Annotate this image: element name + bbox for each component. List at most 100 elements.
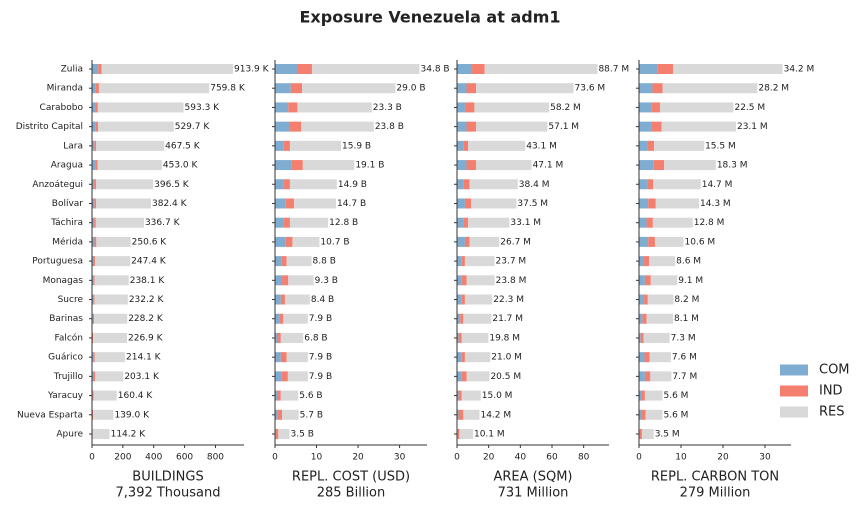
bar-segment [461,256,465,267]
bar-segment [291,160,303,171]
bar-segment [457,198,465,209]
x-tick-label: 10 [311,453,323,463]
bar-segment [457,429,460,439]
bar-segment [94,198,97,209]
bar-segment [275,390,278,401]
total-label: 15.0 M [482,391,513,401]
total-label: 10.7 B [320,237,349,247]
bar-segment [644,275,651,286]
y-tick-label: Falcón [54,332,83,343]
bar-segment [459,429,473,439]
bar-segment [283,179,290,190]
total-label: 18.3 M [717,161,748,171]
x-tick-label: 10 [675,453,687,463]
bar-segment [639,275,645,286]
total-label: 232.2 K [129,295,165,305]
bar-segment [461,371,467,382]
bar-segment [95,256,131,267]
bar-segment [275,64,298,74]
bar-segment [294,198,337,209]
bar-segment [484,64,598,74]
x-axis-note: 7,392 Thousand [116,486,221,501]
bar-segment [97,102,184,113]
bar-segment [650,371,672,382]
bar-segment [297,102,372,113]
total-label: 19.1 B [355,161,384,171]
bar-segment [288,102,298,113]
bar-segment [458,390,462,401]
x-tick-label: 20 [352,453,364,463]
bar-segment [92,121,96,132]
bar-segment [654,140,705,151]
bar-segment [95,371,124,382]
total-label: 250.6 K [132,237,168,247]
total-label: 3.5 M [655,430,680,440]
bar-segment [96,140,165,151]
bar-segment [648,236,655,247]
x-axis-label: REPL. COST (USD) [292,470,410,485]
bar-segment [639,217,647,228]
bar-segment [101,64,234,74]
bar-segment [639,390,642,401]
total-label: 8.4 B [311,295,334,305]
bar-segment [464,256,495,267]
bar-segment [97,160,162,171]
bar-segment [652,217,693,228]
total-label: 8.1 M [674,314,699,324]
bar-segment [94,352,126,363]
total-label: 9.1 M [678,276,703,286]
total-label: 139.0 K [114,410,150,420]
bar-segment [461,332,489,343]
bar-segment [466,371,490,382]
bar-segment [94,294,128,305]
bar-segment [96,198,152,209]
bar-segment [275,102,289,113]
total-label: 238.1 K [130,276,166,286]
bar-segment [461,275,467,286]
bar-segment [639,313,643,324]
bar-segment [466,160,476,171]
x-tick-label: 0 [636,453,642,463]
total-label: 529.7 K [175,122,211,132]
total-label: 7.9 B [309,353,332,363]
bar-segment [457,256,462,267]
y-tick-label: Miranda [47,84,83,94]
bar-segment [96,179,154,190]
bar-segment [639,236,649,247]
x-axis-label: REPL. CARBON TON [651,470,779,485]
bar-segment [292,236,320,247]
y-tick-label: Trujillo [53,372,84,382]
total-label: 5.6 M [664,410,689,420]
bar-segment [289,140,342,151]
y-tick-label: Lara [63,141,83,151]
y-tick-label: Carabobo [40,103,84,113]
bar-segment [98,64,102,74]
x-tick-label: 0 [454,453,460,463]
bar-segment [461,352,465,363]
bar-segment [280,352,287,363]
bar-segment [466,121,476,132]
bar-segment [673,64,783,74]
bar-segment [93,275,95,286]
bar-segment [311,64,420,74]
total-label: 7.6 M [672,353,697,363]
bar-segment [457,409,459,420]
bar-segment [94,313,128,324]
x-tick-label: 800 [207,453,224,463]
bar-segment [457,371,462,382]
y-tick-label: Táchira [50,218,83,228]
bar-segment [639,332,641,343]
bar-segment [92,140,95,151]
total-label: 34.8 B [421,65,450,75]
bar-segment [639,198,649,209]
bar-segment [461,294,465,305]
bar-segment [275,83,291,94]
y-tick-label: Bolívar [52,199,84,209]
bar-segment [92,352,94,363]
x-tick-label: 0 [272,453,278,463]
total-label: 8.8 B [313,257,336,267]
bar-segment [646,313,674,324]
bar-segment [662,83,758,94]
bar-segment [644,294,648,305]
bar-segment [287,371,308,382]
